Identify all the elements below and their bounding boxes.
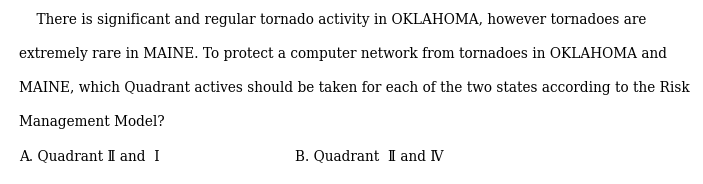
Text: C. Quadrant Ⅲ and  Ⅰ: C. Quadrant Ⅲ and Ⅰ [19,183,162,184]
Text: Management Model?: Management Model? [19,115,165,129]
Text: extremely rare in MAINE. To protect a computer network from tornadoes in OKLAHOM: extremely rare in MAINE. To protect a co… [19,47,667,61]
Text: D. Quadrant Ⅲ and Ⅳ: D. Quadrant Ⅲ and Ⅳ [295,183,442,184]
Text: MAINE, which Quadrant actives should be taken for each of the two states accordi: MAINE, which Quadrant actives should be … [19,81,690,95]
Text: There is significant and regular tornado activity in OKLAHOMA, however tornadoes: There is significant and regular tornado… [19,13,646,27]
Text: B. Quadrant  Ⅱ and Ⅳ: B. Quadrant Ⅱ and Ⅳ [295,149,444,163]
Text: A. Quadrant Ⅱ and  Ⅰ: A. Quadrant Ⅱ and Ⅰ [19,149,160,163]
